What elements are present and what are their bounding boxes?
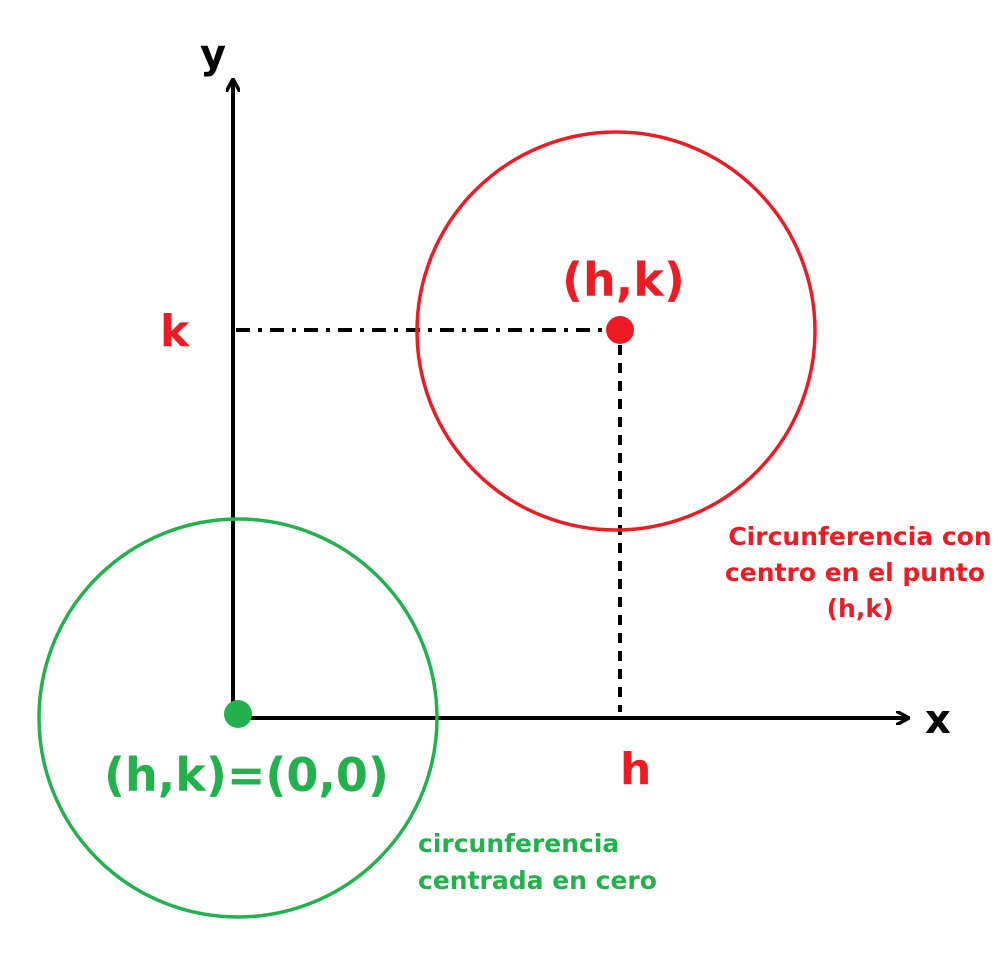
green-circle: [37, 517, 439, 919]
origin-point-dot: [224, 700, 252, 728]
red-circle-caption-line-1: Circunferencia con: [728, 522, 991, 551]
y-axis-label: y: [200, 32, 226, 78]
red-circle-caption-line-2: centro en el punto: [725, 558, 985, 587]
green-circle-caption-line-1: circunferencia: [418, 829, 619, 858]
k-label: k: [160, 306, 191, 357]
center-point-label: (h,k): [562, 253, 685, 307]
red-circle: [415, 130, 817, 532]
red-circle-caption-line-3: (h,k): [827, 594, 894, 623]
x-axis-label: x: [925, 697, 951, 743]
center-point-dot: [606, 316, 634, 344]
origin-point-label: (h,k)=(0,0): [104, 748, 389, 802]
green-circle-caption-line-2: centrada en cero: [418, 866, 657, 895]
h-label: h: [620, 744, 651, 795]
